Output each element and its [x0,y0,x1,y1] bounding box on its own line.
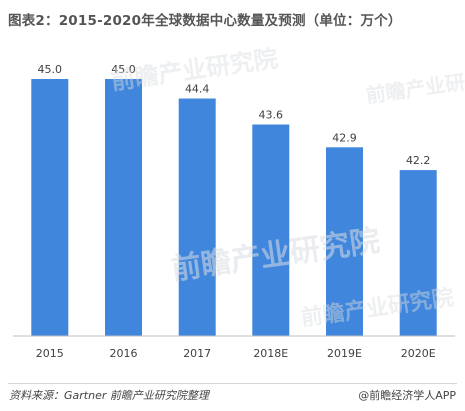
brand-credit: @前瞻经济学人APP [358,389,456,402]
x-tick-labels-group: 2015 2016 2017 2018E 2019E 2020E [36,347,436,360]
x-tick-label-2016: 2016 [110,347,138,360]
bar-2015 [31,79,69,336]
bar-2020E [399,170,437,336]
bar-2016 [105,79,142,336]
x-tick-label-2019E: 2019E [327,347,362,360]
value-labels-group: 45.0 45.0 44.4 43.6 42.9 42.2 [38,63,431,167]
bars-group [31,79,437,336]
bar-2017 [178,98,216,336]
x-tick-label-2020E: 2020E [401,347,436,360]
chart-title: 图表2：2015-2020年全球数据中心数量及预测（单位：万个） [8,13,402,29]
value-label-2020E: 42.2 [406,154,431,167]
x-tick-label-2018E: 2018E [253,347,288,360]
x-tick-label-2017: 2017 [183,347,211,360]
bar-2019E [326,147,363,336]
value-label-2019E: 42.9 [332,131,357,144]
bar-2018E [252,124,290,336]
x-tick-label-2015: 2015 [36,347,64,360]
value-label-2016: 45.0 [111,63,136,76]
value-label-2018E: 43.6 [259,109,284,122]
source-note: 资料来源：Gartner 前瞻产业研究院整理 [9,389,209,402]
value-label-2015: 45.0 [38,63,63,76]
value-label-2017: 44.4 [185,83,210,96]
footer-divider [8,383,457,384]
